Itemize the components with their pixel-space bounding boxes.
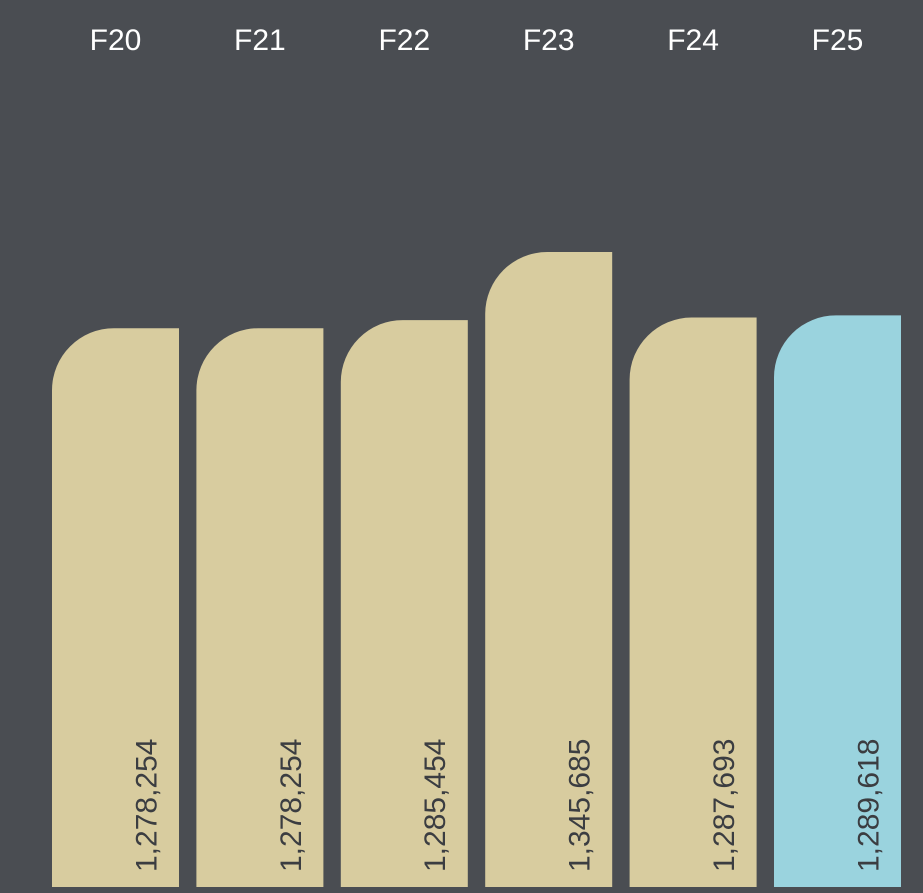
bar (629, 317, 757, 887)
category-label: F25 (812, 24, 864, 57)
value-label: 1,289,618 (852, 739, 885, 872)
bar (52, 328, 179, 887)
category-label: F20 (90, 24, 142, 57)
bar (340, 320, 468, 887)
bar (196, 328, 324, 887)
category-label: F23 (523, 24, 575, 57)
value-label: 1,278,254 (130, 739, 163, 872)
category-label: F22 (378, 24, 430, 57)
value-label: 1,278,254 (275, 739, 308, 872)
value-label: 1,287,693 (708, 739, 741, 872)
value-label: 1,285,454 (419, 739, 452, 872)
bar (485, 252, 613, 887)
category-label: F24 (667, 24, 719, 57)
bar (774, 315, 901, 888)
value-label: 1,345,685 (564, 739, 597, 872)
category-label: F21 (234, 24, 286, 57)
